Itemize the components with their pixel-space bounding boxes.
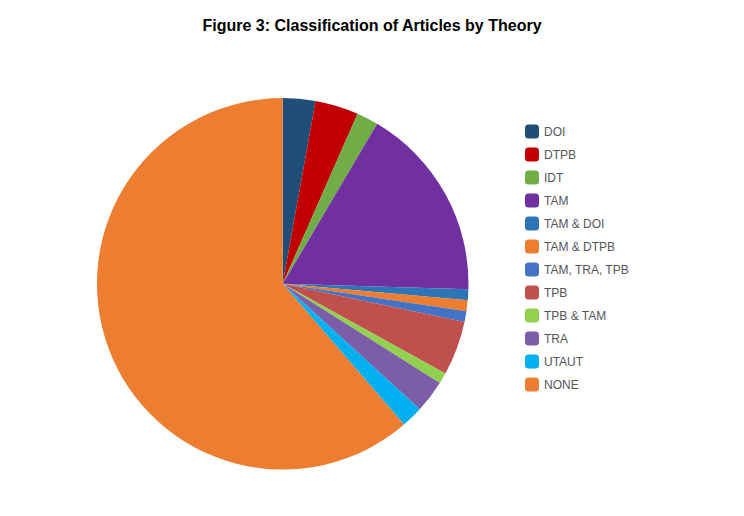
svg-text:DOI: DOI: [544, 125, 565, 139]
svg-text:Figure 3: Classification of Ar: Figure 3: Classification of Articles by …: [202, 17, 541, 34]
svg-text:TPB & TAM: TPB & TAM: [544, 309, 606, 323]
svg-text:NONE: NONE: [544, 378, 579, 392]
svg-text:TAM & DTPB: TAM & DTPB: [544, 240, 615, 254]
svg-text:TAM & DOI: TAM & DOI: [544, 217, 604, 231]
svg-text:IDT: IDT: [544, 171, 564, 185]
svg-text:TAM: TAM: [544, 194, 568, 208]
svg-text:DTPB: DTPB: [544, 148, 576, 162]
svg-text:TRA: TRA: [544, 332, 568, 346]
svg-text:TAM, TRA, TPB: TAM, TRA, TPB: [544, 263, 629, 277]
svg-text:TPB: TPB: [544, 286, 567, 300]
svg-text:UTAUT: UTAUT: [544, 355, 584, 369]
